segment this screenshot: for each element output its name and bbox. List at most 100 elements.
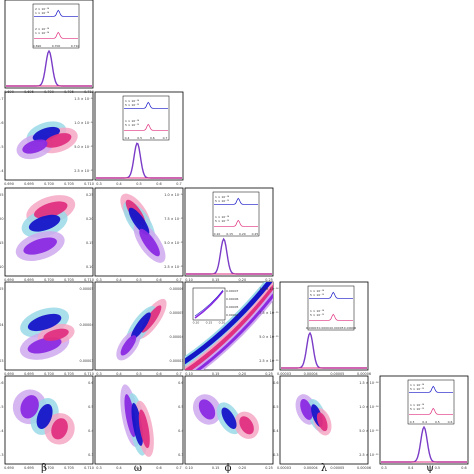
marginal-2-ytick-3: 2.5 × 10⁻¹⁵ (164, 265, 184, 269)
marginal-0: 2 × 10⁻¹⁴1 × 10⁻¹⁴2 × 10⁻¹⁴1 × 10⁻¹⁴0.69… (4, 0, 94, 94)
panel-r4-c1-ytick-0: 0.6 (88, 381, 93, 385)
marginal-0-xtick-0: 0.690 (4, 90, 14, 94)
panel-r4-c1-ytick-3: 0.3 (88, 453, 93, 457)
panel-r4-c1-xtick-4: 0.7 (176, 466, 181, 470)
panel-r4-c2-xtick-2: 0.20 (239, 466, 247, 470)
panel-r2-c1-ytick-0: 0.25 (86, 193, 94, 197)
panel-r4-c3-xtick-0: 0.00003 (277, 466, 291, 470)
panel-r4-c3: 0.00003 0.00004 0.00005 0.00006 0.6 0.5 0.4 0.3 (273, 375, 371, 470)
marginal-4-ytick-3: 2.5 × 10⁻¹⁵ (359, 453, 379, 457)
marginal-1-xtick-4: 0.7 (176, 182, 181, 186)
contour-pink-inner (44, 133, 72, 148)
marginal-3-ytick-1: 7.5 × 10⁻¹⁵ (259, 311, 279, 315)
panel-r4-c1-xtick-0: 0.3 (96, 466, 101, 470)
panel-frame (94, 187, 184, 277)
inset-peak-pink (34, 31, 78, 39)
marginal-0-xtick-1: 0.695 (24, 90, 34, 94)
inset-peak-blue (34, 9, 78, 17)
inset-xtick-1: 0.4 (422, 420, 427, 424)
inset-xtick-3: 0.25 (252, 232, 259, 236)
inset-peak-blue (409, 385, 453, 393)
marginal-4-ytick-0: 1.5 × 10⁻¹⁴ (359, 381, 379, 385)
panel-r4-c2-xtick-3: 0.25 (265, 466, 273, 470)
panel-r3-c0-xtick-1: 0.695 (24, 372, 34, 376)
panel-r4-c0-xtick-1: 0.695 (24, 466, 34, 470)
inset-ytick-0: 0.00007 (226, 289, 238, 293)
panel-r4-c0-xtick-0: 0.690 (4, 466, 14, 470)
inset-xtick-0: 0.10 (193, 321, 200, 325)
marginal-peak (381, 425, 467, 463)
panel-r1-c0-xtick-0: 0.690 (4, 182, 14, 186)
inset-ytick-2: 0.00005 (226, 305, 238, 309)
panel-r3-c0-xtick-0: 0.690 (4, 372, 14, 376)
panel-frame (279, 281, 369, 371)
marginal-1-ytick-2: 5.0 × 10⁻¹⁵ (74, 145, 94, 149)
marginal-3-xtick-2: 0.00005 (330, 372, 344, 376)
inset-ylabel-top-1: 1 × 10⁻¹⁴ (35, 11, 50, 15)
panel-r3-c2-xtick-0: 0.10 (185, 372, 193, 376)
contour-purple-inner (27, 337, 62, 354)
panel-r4-c2-ytick-0: 0.6 (178, 381, 183, 385)
inset-peak-pink (309, 313, 353, 321)
marginal-4-ytick-2: 5.0 × 10⁻¹⁵ (359, 429, 379, 433)
marginal-1-ytick-1: 1.0 × 10⁻¹⁴ (74, 121, 94, 125)
marginal-peak (6, 49, 92, 87)
inset-ylabel-top-1: 5 × 10⁻¹⁵ (310, 293, 325, 297)
band-purple-inner (195, 293, 273, 370)
panel-frame (4, 91, 94, 181)
inset-xtick-1: 0.00004 (318, 326, 330, 330)
band-pink-inner (185, 284, 273, 370)
panel-r3-c2-xtick-2: 0.20 (239, 372, 247, 376)
marginal-1-ytick-3: 2.5 × 10⁻¹⁵ (74, 169, 94, 173)
marginal-3-ytick-3: 2.5 × 10⁻¹⁵ (259, 359, 279, 363)
panel-r4-c0-xtick-4: 0.710 (84, 466, 94, 470)
panel-r3-c1-xtick-0: 0.3 (96, 372, 101, 376)
inset-xtick-3: 0.00006 (344, 326, 356, 330)
inset-xtick-2: 0.5 (435, 420, 440, 424)
contour-purple-inner (22, 139, 48, 154)
xlabel-1: ω (134, 463, 142, 474)
panel-r3-c1: 0.3 0.4 0.5 0.6 0.7 0.00005 0.00004 0.00003 (79, 281, 184, 376)
marginal-1-ytick-0: 1.5 × 10⁻¹⁴ (74, 97, 94, 101)
inset-xtick-2: 0.20 (239, 232, 246, 236)
contour-purple-inner (20, 395, 39, 419)
panel-r4-c0-ytick-1: 0.5 (0, 405, 4, 409)
panel-r3-c2-ytick-3: 0.00003 (169, 359, 183, 363)
inset-ylabel-bottom-0: 1 × 10⁻¹⁴ (125, 119, 140, 123)
panel-r4-c3-xtick-2: 0.00005 (330, 466, 344, 470)
panel-r4-c0-xtick-2: 0.700 (44, 466, 54, 470)
panel-r2-c0-ytick-2: 0.15 (0, 241, 4, 245)
panel-r3-c1-xtick-3: 0.6 (156, 372, 161, 376)
xlabel-2: ϕ (225, 463, 232, 474)
inset-xtick-1: 0.5 (137, 136, 142, 140)
inset-ylabel-bottom-0: 1 × 10⁻¹⁴ (310, 309, 325, 313)
panel-r4-c3-ytick-0: 0.6 (273, 381, 278, 385)
marginal-2-ytick-1: 7.5 × 10⁻¹⁵ (164, 217, 184, 221)
inset-ylabel-top-1: 5 × 10⁻¹⁵ (125, 103, 140, 107)
panel-r1-c0-xtick-1: 0.695 (24, 182, 34, 186)
panel-r3-c0-ytick-1: 0.00004 (0, 323, 4, 327)
xlabel-3: λ (321, 463, 328, 474)
panel-r2-c1-xtick-3: 0.6 (156, 278, 161, 282)
panel-r4-c3-xtick-1: 0.00004 (304, 466, 318, 470)
panel-r4-c2: 0.10 0.15 0.20 0.25 0.6 0.5 0.4 0.3 (178, 375, 274, 470)
panel-r3-c1-ytick-0: 0.00005 (79, 287, 93, 291)
inset-xtick-0: 0.00003 (306, 326, 318, 330)
contour-blue-inner (27, 313, 62, 332)
panel-r1-c0-ytick-0: 0.7 (0, 97, 4, 101)
panel-frame (4, 187, 94, 277)
panel-r4-c0-ytick-0: 0.6 (0, 381, 4, 385)
contour-pink-inner (239, 416, 254, 435)
panel-r3-c2: 0.00007 0.00006 0.00005 0.00004 0.10 0.15 0.20… (169, 281, 274, 376)
inset-xtick-2: 0.6 (150, 136, 155, 140)
contour-purple-inner (23, 237, 57, 255)
marginal-1-xtick-2: 0.5 (136, 182, 141, 186)
marginal-inset (212, 191, 260, 237)
inset-ylabel-bottom-1: 1 × 10⁻¹⁴ (35, 31, 50, 35)
contour-purple-inner (139, 228, 160, 257)
panel-frame (94, 91, 184, 181)
panel-frame (4, 281, 94, 371)
panel-r4-c3-ytick-3: 0.3 (273, 453, 278, 457)
panel-r4-c3-xtick-3: 0.00006 (357, 466, 371, 470)
